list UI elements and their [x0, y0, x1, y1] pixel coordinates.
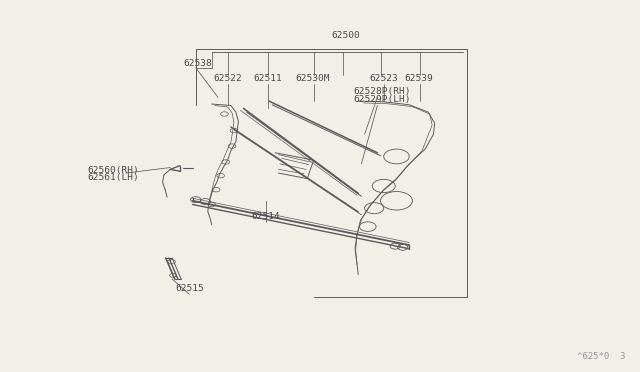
Text: 62522: 62522: [213, 74, 242, 83]
Text: 62528P(RH): 62528P(RH): [353, 87, 411, 96]
Text: 62523: 62523: [369, 74, 398, 83]
Text: 62561(LH): 62561(LH): [88, 173, 139, 182]
Text: 62560(RH): 62560(RH): [88, 166, 139, 175]
Text: 62539: 62539: [404, 74, 433, 83]
Text: 62511: 62511: [253, 74, 282, 83]
Text: ^625*0  3: ^625*0 3: [577, 352, 626, 361]
Text: 62538: 62538: [183, 59, 212, 68]
Text: 62530M: 62530M: [295, 74, 330, 83]
Text: 62529P(LH): 62529P(LH): [353, 94, 411, 104]
Text: 62514: 62514: [252, 212, 280, 221]
Text: 62500: 62500: [331, 31, 360, 40]
Text: 62515: 62515: [175, 284, 204, 293]
